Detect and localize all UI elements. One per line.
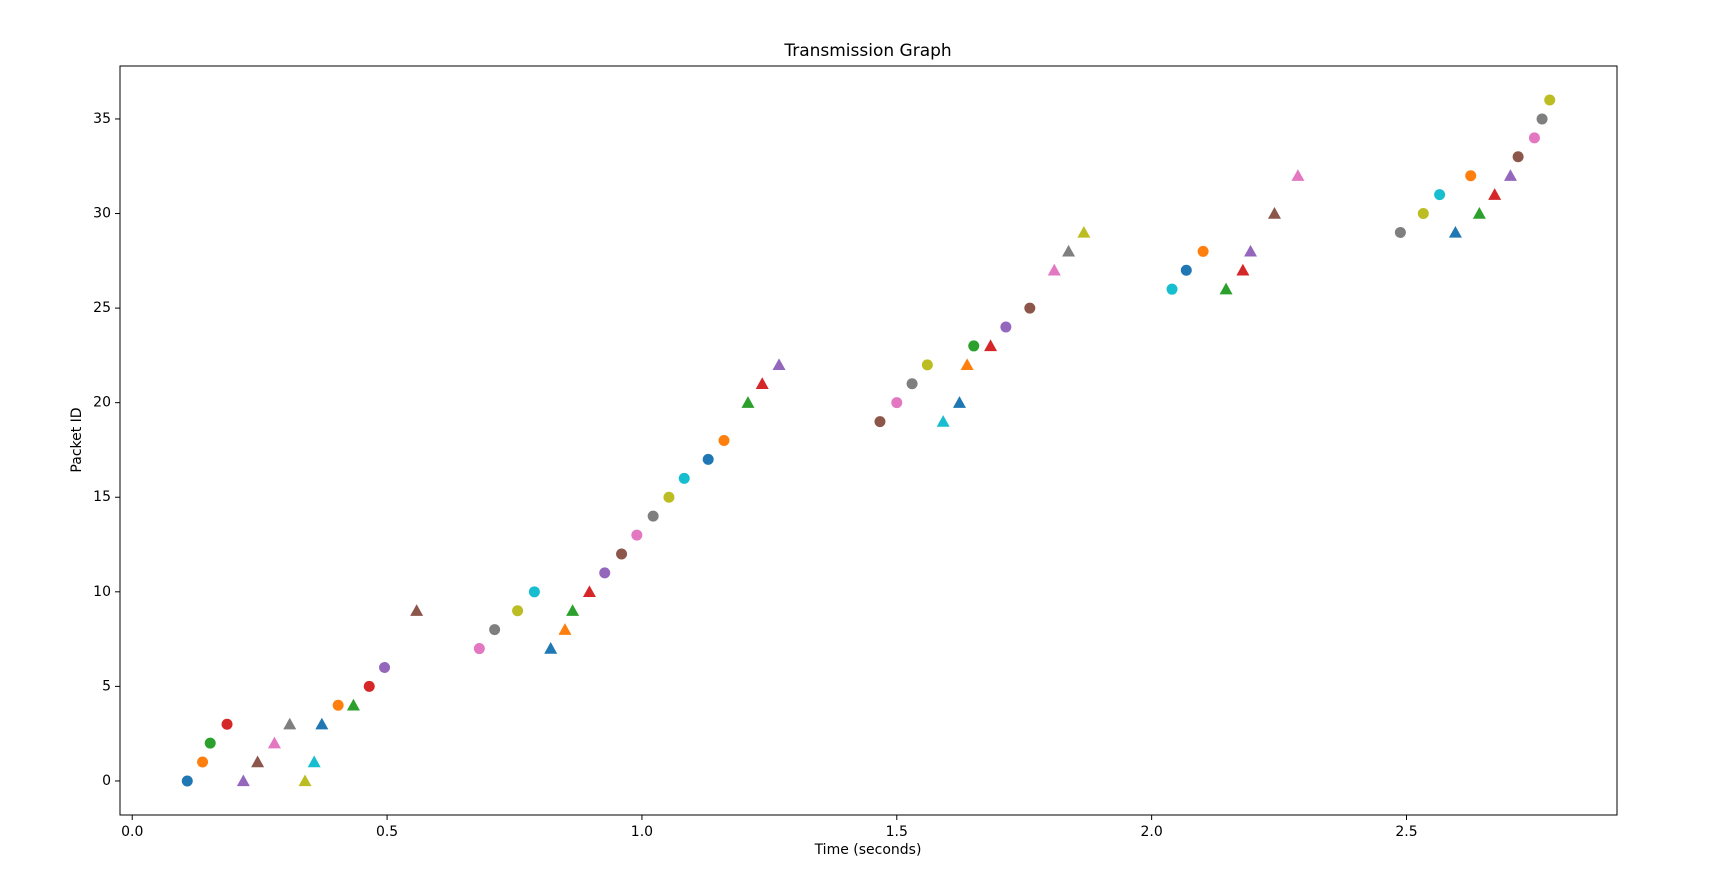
circle-point	[363, 680, 375, 692]
circle-point	[921, 359, 933, 371]
x-tick-label: 2.0	[1141, 824, 1163, 840]
triangle-point	[410, 604, 424, 616]
triangle-point	[544, 642, 558, 654]
x-tick-label: 0.0	[121, 824, 143, 840]
triangle-point	[1047, 263, 1061, 276]
circle-point	[204, 737, 216, 749]
circle-point	[197, 756, 209, 768]
circle-point	[221, 718, 233, 730]
circle-point	[1465, 170, 1477, 182]
y-tick-label: 30	[93, 206, 111, 222]
triangle-point	[566, 604, 580, 616]
circle-point	[647, 510, 659, 522]
triangle-point	[582, 585, 596, 598]
chart-title: Transmission Graph	[783, 41, 951, 61]
circle-point	[616, 548, 628, 560]
triangle-point	[741, 396, 755, 408]
circle-point	[1180, 264, 1192, 276]
triangle-point	[936, 415, 950, 427]
triangle-point	[558, 623, 572, 635]
circle-point	[1536, 113, 1548, 125]
circle-point	[332, 699, 344, 711]
x-tick-label: 0.5	[376, 824, 398, 840]
triangle-point	[1503, 169, 1517, 181]
triangle-point	[772, 358, 786, 371]
circle-point	[718, 435, 730, 446]
plot-frame	[119, 65, 1618, 816]
x-tick-label: 1.5	[886, 824, 908, 840]
circle-point	[181, 775, 193, 787]
triangle-point	[755, 377, 769, 389]
x-tick-label: 1.0	[631, 824, 653, 840]
y-tick-label: 20	[93, 395, 111, 411]
circle-point	[678, 472, 690, 484]
circle-point	[631, 529, 643, 541]
triangle-point	[984, 339, 998, 352]
triangle-point	[251, 755, 265, 768]
y-tick-label: 10	[93, 584, 111, 600]
circle-point	[906, 378, 918, 390]
circle-point	[1417, 208, 1429, 220]
x-axis-label: Time (seconds)	[814, 842, 922, 858]
triangle-point	[298, 774, 312, 787]
triangle-point	[1219, 282, 1233, 295]
triangle-point	[1488, 188, 1502, 200]
circle-point	[1434, 189, 1446, 201]
triangle-point	[1472, 207, 1486, 219]
y-axis-label: Packet ID	[69, 407, 85, 472]
y-tick-label: 0	[102, 773, 111, 789]
triangle-point	[952, 396, 966, 408]
triangle-point	[960, 358, 974, 371]
circle-point	[891, 397, 903, 409]
triangle-point	[1291, 169, 1305, 181]
triangle-point	[283, 717, 297, 730]
x-tick-label: 2.5	[1395, 824, 1417, 840]
circle-point	[1024, 302, 1036, 314]
circle-point	[968, 340, 980, 352]
circle-point	[379, 661, 391, 673]
triangle-point	[236, 774, 250, 787]
circle-point	[1000, 321, 1012, 333]
triangle-point	[307, 755, 321, 768]
circle-point	[489, 624, 501, 636]
triangle-point	[346, 698, 360, 711]
circle-point	[1544, 94, 1556, 106]
y-tick-label: 35	[93, 111, 111, 127]
triangle-point	[1267, 207, 1281, 219]
circle-point	[473, 643, 485, 655]
circle-point	[1166, 283, 1178, 295]
circle-point	[1528, 132, 1540, 144]
triangle-point	[1077, 225, 1091, 238]
triangle-point	[315, 717, 329, 730]
circle-point	[599, 567, 611, 579]
circle-point	[528, 586, 540, 598]
circle-point	[663, 491, 675, 503]
circle-point	[874, 416, 886, 428]
triangle-point	[1236, 263, 1250, 276]
triangle-point	[1448, 225, 1462, 238]
circle-point	[1512, 151, 1524, 163]
circle-point	[1197, 245, 1209, 257]
circle-point	[702, 453, 714, 465]
triangle-point	[1062, 244, 1076, 257]
triangle-point	[1244, 244, 1258, 257]
y-tick-label: 15	[93, 489, 111, 505]
y-tick-label: 5	[102, 678, 111, 694]
y-tick-label: 25	[93, 300, 111, 316]
circle-point	[1394, 226, 1406, 238]
triangle-point	[267, 736, 281, 749]
circle-point	[512, 605, 524, 617]
